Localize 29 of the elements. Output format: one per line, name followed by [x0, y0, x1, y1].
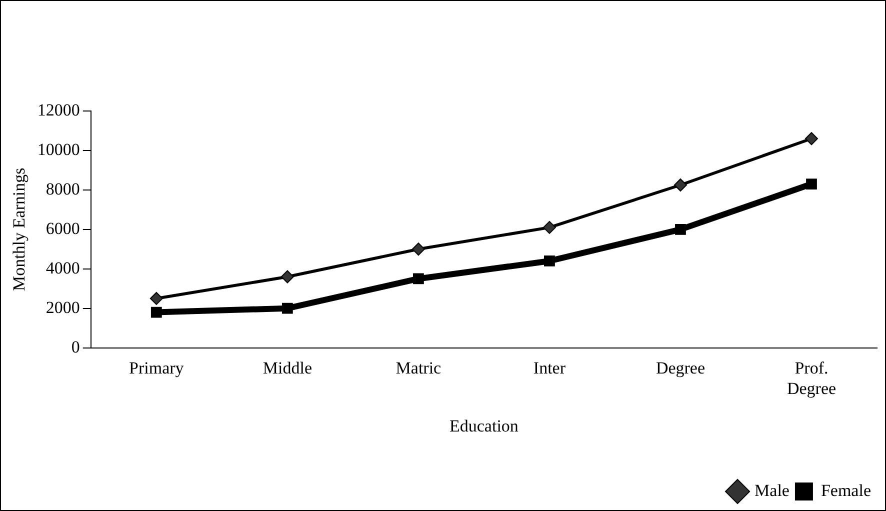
point: [282, 302, 293, 314]
y-tick-label: 6000: [46, 218, 80, 238]
point: [806, 178, 817, 190]
x-axis-title: Education: [449, 416, 519, 436]
x-tick-label: Primary: [129, 358, 184, 378]
point: [412, 242, 425, 256]
y-tick-label: 8000: [46, 179, 80, 198]
point: [280, 270, 294, 284]
legend-label: Female: [820, 480, 872, 500]
x-tick-label: Inter: [533, 358, 566, 378]
point: [150, 306, 162, 318]
legend-label: Male: [754, 480, 790, 500]
point: [542, 220, 556, 234]
point: [412, 273, 424, 284]
y-axis-title: Monthly Earnings: [10, 168, 29, 292]
x-tick-label: Matric: [396, 358, 442, 378]
x-tick-label: Prof. Degree: [786, 358, 836, 398]
point: [675, 224, 686, 235]
y-tick-label: 4000: [46, 258, 80, 278]
point: [674, 178, 687, 192]
x-tick-label: Degree: [656, 358, 706, 378]
y-tick-label: 2000: [46, 298, 80, 317]
y-tick-label: 12000: [37, 100, 80, 120]
y-tick-label: 10000: [37, 140, 80, 159]
point: [150, 292, 163, 305]
y-tick-label: 0: [71, 337, 80, 356]
point: [804, 132, 818, 146]
point: [544, 256, 555, 266]
x-tick-label: Middle: [262, 358, 312, 378]
